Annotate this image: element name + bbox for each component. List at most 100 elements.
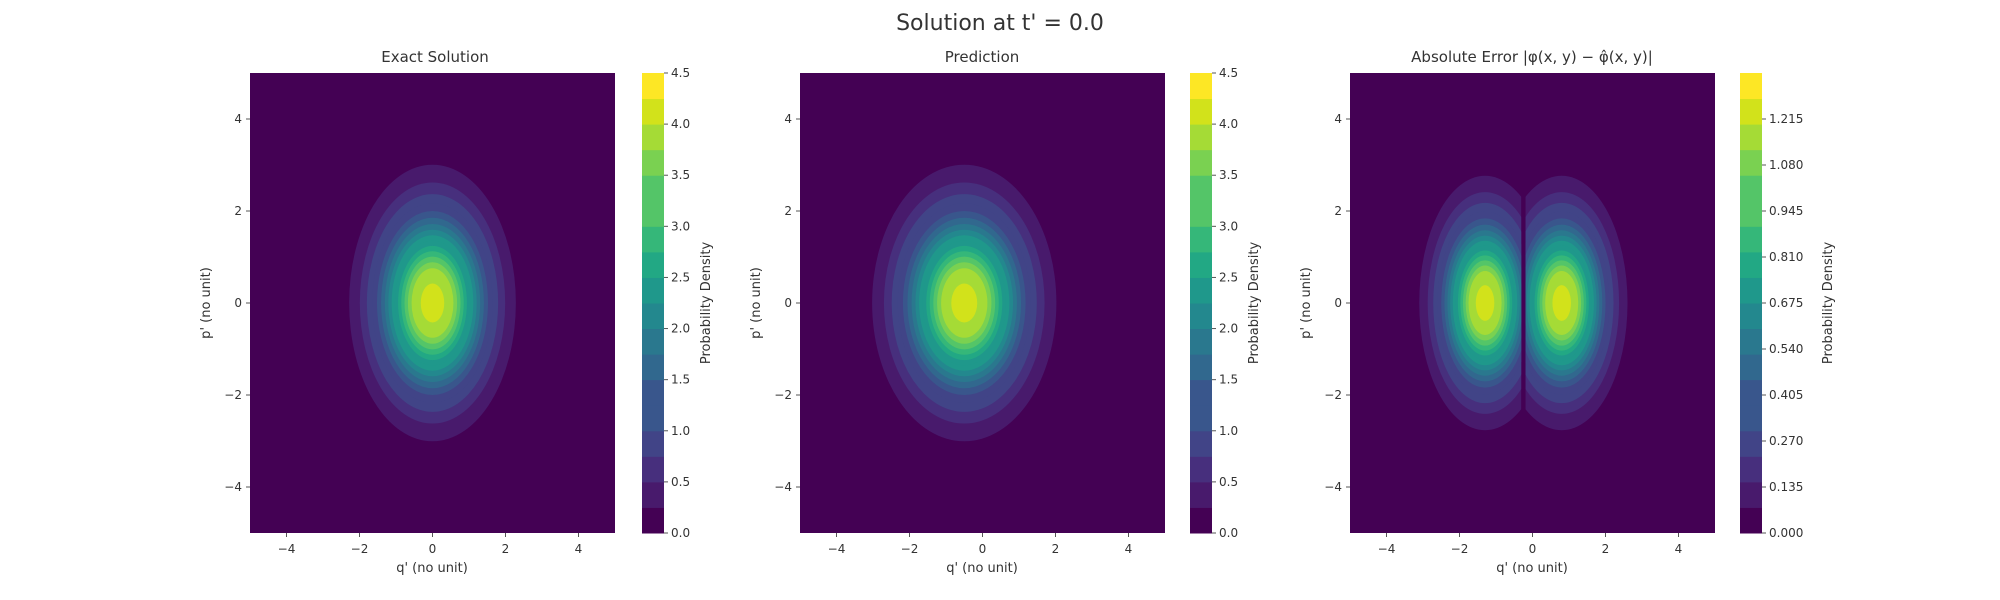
x-tick-label: 4	[1675, 542, 1683, 556]
colorbar-tick-label: 1.5	[671, 373, 690, 387]
colorbar-tick-label: 2.5	[1219, 270, 1238, 284]
panel-title: Prediction	[945, 48, 1020, 66]
colorbar-swatch	[1740, 481, 1762, 508]
colorbar-swatch	[1190, 175, 1212, 202]
colorbar-swatch	[642, 456, 664, 483]
y-tick-label: −4	[224, 480, 242, 494]
colorbar-tick-label: 0.945	[1769, 204, 1803, 218]
figure-title: Solution at t' = 0.0	[896, 11, 1104, 36]
colorbar-tick-label: 2.0	[671, 322, 690, 336]
colorbar-swatch	[1740, 277, 1762, 304]
contour-level	[951, 283, 978, 323]
colorbar-label: Probability Density	[699, 242, 714, 365]
colorbar-tick-label: 1.0	[1219, 424, 1238, 438]
colorbar-tick-label: 0.135	[1769, 480, 1803, 494]
contour-level	[420, 283, 445, 323]
contour-plot	[250, 73, 615, 533]
colorbar-swatch	[1190, 303, 1212, 330]
colorbar-swatch	[642, 328, 664, 355]
contour-level	[1475, 285, 1495, 321]
colorbar-tick-label: 3.0	[1219, 219, 1238, 233]
x-axis-label: q' (no unit)	[1496, 561, 1568, 576]
colorbar-swatch	[1740, 73, 1762, 100]
colorbar-tick-label: 0.0	[671, 526, 690, 540]
x-axis-label: q' (no unit)	[396, 561, 468, 576]
y-axis-label: p' (no unit)	[749, 267, 764, 339]
x-tick-label: −2	[351, 542, 369, 556]
colorbar-swatch	[642, 200, 664, 227]
colorbar-swatch	[642, 379, 664, 406]
colorbar-swatch	[1190, 251, 1212, 278]
colorbar-tick-label: 1.0	[671, 424, 690, 438]
colorbar-label: Probability Density	[1821, 242, 1836, 365]
y-tick-label: −4	[774, 480, 792, 494]
y-axis-label: p' (no unit)	[1299, 267, 1314, 339]
colorbar-swatch	[1740, 430, 1762, 457]
colorbar-swatch	[1740, 98, 1762, 125]
panel-title: Absolute Error |φ(x, y) − φ̂(x, y)|	[1411, 48, 1653, 66]
y-tick-label: 4	[784, 112, 792, 126]
y-tick-label: −2	[224, 388, 242, 402]
colorbar: 0.0 0.5 1.0 1.5 2.0 2.5 3.0 3.5 4.0 4.5	[642, 66, 690, 540]
colorbar-swatch	[642, 73, 664, 100]
colorbar-swatch	[642, 303, 664, 330]
colorbar-swatch	[1740, 456, 1762, 483]
colorbar-swatch	[1190, 73, 1212, 100]
y-tick-label: 4	[1334, 112, 1342, 126]
x-tick-label: −4	[1378, 542, 1396, 556]
colorbar-label: Probability Density	[1247, 242, 1262, 365]
colorbar-tick-label: 0.000	[1769, 526, 1803, 540]
colorbar-tick-label: 3.5	[1219, 168, 1238, 182]
panel-title: Exact Solution	[381, 48, 489, 66]
colorbar-swatch	[1190, 226, 1212, 253]
colorbar-tick-label: 0.270	[1769, 434, 1803, 448]
y-tick-label: 4	[234, 112, 242, 126]
colorbar-tick-label: 0.5	[1219, 475, 1238, 489]
contour-plot	[1350, 73, 1715, 533]
colorbar-swatch	[1190, 200, 1212, 227]
colorbar-swatch	[642, 405, 664, 432]
colorbar-swatch	[642, 98, 664, 125]
colorbar-swatch	[1740, 124, 1762, 151]
y-tick-label: 0	[784, 296, 792, 310]
colorbar-swatch	[1740, 251, 1762, 278]
colorbar-tick-label: 1.215	[1769, 112, 1803, 126]
colorbar-swatch	[642, 251, 664, 278]
colorbar-swatch	[1190, 456, 1212, 483]
x-tick-label: −2	[901, 542, 919, 556]
y-tick-label: −2	[774, 388, 792, 402]
panel-error: Absolute Error |φ(x, y) − φ̂(x, y)| −4 −2…	[1299, 48, 1836, 576]
x-tick-label: 4	[1125, 542, 1133, 556]
x-tick-label: 2	[502, 542, 510, 556]
colorbar-swatch	[1190, 124, 1212, 151]
x-tick-label: 0	[429, 542, 437, 556]
colorbar-swatch	[1740, 303, 1762, 330]
colorbar-swatch	[1740, 226, 1762, 253]
colorbar-swatch	[1740, 175, 1762, 202]
y-tick-label: 2	[234, 204, 242, 218]
colorbar-tick-label: 0.5	[671, 475, 690, 489]
colorbar-swatch	[1740, 149, 1762, 176]
colorbar-tick-label: 0.810	[1769, 250, 1803, 264]
colorbar: 0.000 0.135 0.270 0.405 0.540 0.675 0.810 0.945…	[1740, 73, 1803, 540]
colorbar-swatch	[1740, 379, 1762, 406]
colorbar-swatch	[642, 430, 664, 457]
colorbar-swatch	[1190, 379, 1212, 406]
panel-prediction: Prediction −4 −2 0 2 4 4 2 0 −2 −4 q' (no unit) p…	[749, 48, 1262, 576]
colorbar-tick-label: 0.0	[1219, 526, 1238, 540]
colorbar: 0.0 0.5 1.0 1.5 2.0 2.5 3.0 3.5 4.0 4.5	[1190, 66, 1238, 540]
colorbar-tick-label: 1.080	[1769, 158, 1803, 172]
colorbar-tick-label: 0.540	[1769, 342, 1803, 356]
y-axis-label: p' (no unit)	[199, 267, 214, 339]
x-axis-label: q' (no unit)	[946, 561, 1018, 576]
colorbar-swatch	[1190, 430, 1212, 457]
x-tick-label: 2	[1052, 542, 1060, 556]
y-tick-label: −2	[1324, 388, 1342, 402]
colorbar-tick-label: 1.5	[1219, 373, 1238, 387]
colorbar-swatch	[1740, 507, 1762, 534]
x-tick-label: −4	[278, 542, 296, 556]
x-tick-label: 4	[575, 542, 583, 556]
y-tick-label: 2	[1334, 204, 1342, 218]
colorbar-tick-label: 0.675	[1769, 296, 1803, 310]
